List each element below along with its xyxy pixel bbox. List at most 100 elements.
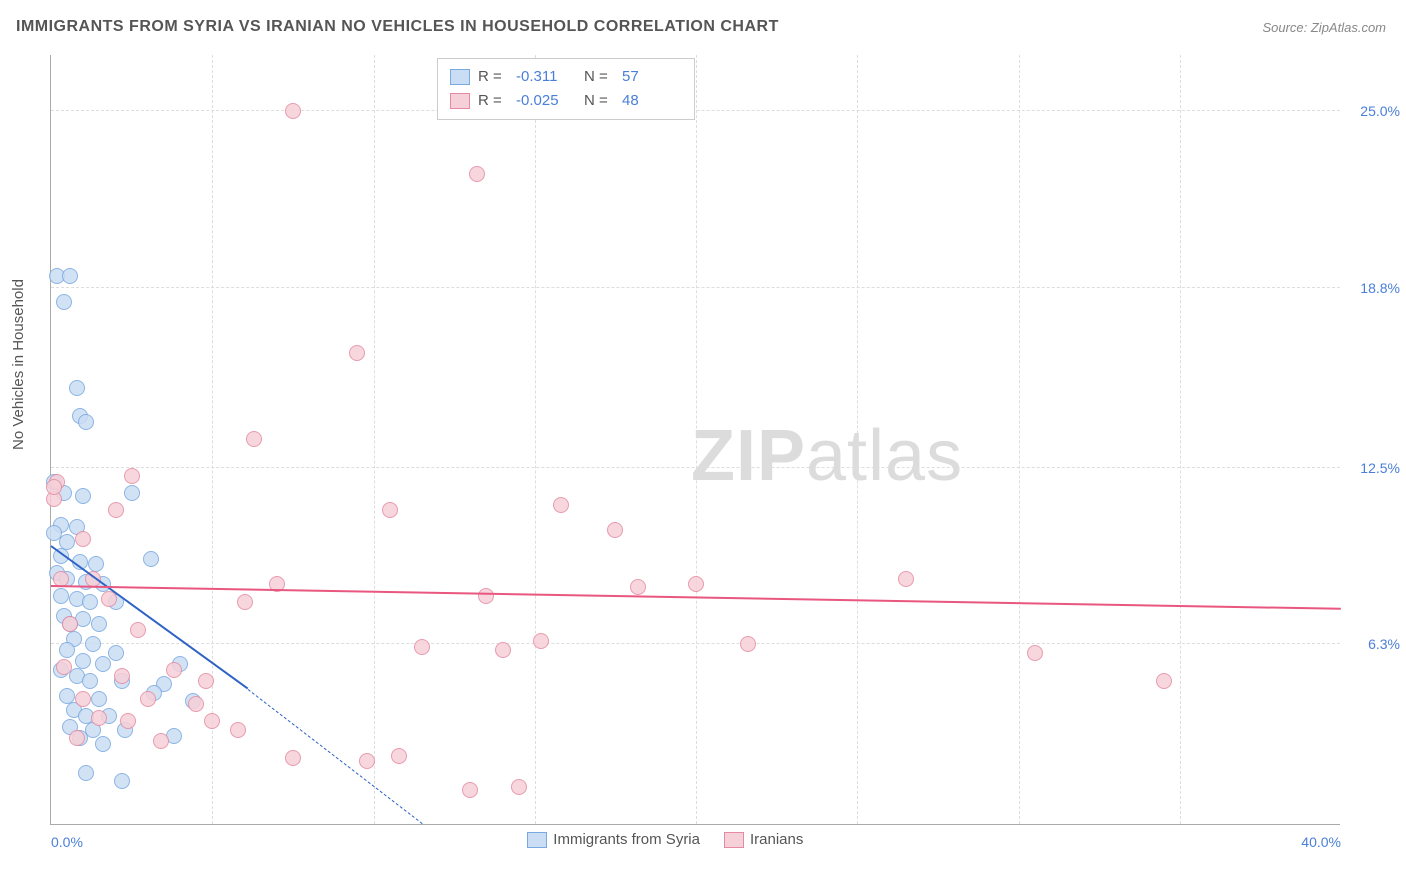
data-point	[69, 730, 85, 746]
ytick-label: 12.5%	[1345, 460, 1400, 476]
data-point	[78, 414, 94, 430]
gridline-v	[374, 55, 375, 824]
data-point	[469, 166, 485, 182]
r-value: -0.025	[516, 89, 576, 113]
legend-swatch	[450, 69, 470, 85]
gridline-v	[1019, 55, 1020, 824]
data-point	[414, 639, 430, 655]
data-point	[495, 642, 511, 658]
data-point	[69, 380, 85, 396]
gridline-v	[696, 55, 697, 824]
n-value: 57	[622, 65, 682, 89]
data-point	[56, 294, 72, 310]
watermark-atlas: atlas	[806, 416, 963, 496]
legend-label: Immigrants from Syria	[553, 831, 700, 848]
data-point	[478, 588, 494, 604]
data-point	[630, 579, 646, 595]
data-point	[62, 616, 78, 632]
data-point	[140, 691, 156, 707]
n-label: N =	[584, 65, 614, 89]
chart-title: IMMIGRANTS FROM SYRIA VS IRANIAN NO VEHI…	[16, 18, 779, 36]
data-point	[114, 773, 130, 789]
data-point	[382, 502, 398, 518]
data-point	[91, 616, 107, 632]
gridline-v	[535, 55, 536, 824]
data-point	[188, 696, 204, 712]
data-point	[533, 633, 549, 649]
legend-swatch	[724, 832, 744, 848]
watermark: ZIPatlas	[691, 415, 963, 497]
data-point	[391, 748, 407, 764]
r-label: R =	[478, 89, 508, 113]
legend-stat-row: R = -0.025 N = 48	[450, 89, 682, 113]
data-point	[130, 622, 146, 638]
watermark-zip: ZIP	[691, 416, 806, 496]
data-point	[349, 345, 365, 361]
data-point	[75, 531, 91, 547]
data-point	[78, 765, 94, 781]
data-point	[124, 485, 140, 501]
data-point	[56, 659, 72, 675]
data-point	[75, 488, 91, 504]
data-point	[153, 733, 169, 749]
data-point	[511, 779, 527, 795]
data-point	[1156, 673, 1172, 689]
legend-swatch	[450, 93, 470, 109]
legend-swatch	[527, 832, 547, 848]
data-point	[553, 497, 569, 513]
data-point	[230, 722, 246, 738]
data-point	[75, 691, 91, 707]
y-axis-label: No Vehicles in Household	[10, 279, 27, 450]
data-point	[46, 479, 62, 495]
legend-label: Iranians	[750, 831, 803, 848]
legend-item: Iranians	[724, 831, 803, 848]
data-point	[59, 642, 75, 658]
stats-legend: R = -0.311 N = 57 R = -0.025 N = 48	[437, 58, 695, 120]
data-point	[237, 594, 253, 610]
r-value: -0.311	[516, 65, 576, 89]
xtick-label: 40.0%	[1301, 834, 1341, 850]
data-point	[204, 713, 220, 729]
data-point	[95, 736, 111, 752]
data-point	[95, 656, 111, 672]
ytick-label: 18.8%	[1345, 280, 1400, 296]
plot-area: ZIPatlas 6.3%12.5%18.8%25.0%0.0%40.0%	[50, 55, 1340, 825]
gridline-v	[212, 55, 213, 824]
data-point	[607, 522, 623, 538]
series-legend: Immigrants from Syria Iranians	[527, 831, 803, 848]
data-point	[898, 571, 914, 587]
data-point	[166, 662, 182, 678]
ytick-label: 25.0%	[1345, 103, 1400, 119]
r-label: R =	[478, 65, 508, 89]
data-point	[688, 576, 704, 592]
data-point	[285, 103, 301, 119]
data-point	[143, 551, 159, 567]
data-point	[1027, 645, 1043, 661]
legend-stat-row: R = -0.311 N = 57	[450, 65, 682, 89]
xtick-label: 0.0%	[51, 834, 83, 850]
data-point	[359, 753, 375, 769]
gridline-v	[857, 55, 858, 824]
n-value: 48	[622, 89, 682, 113]
data-point	[108, 502, 124, 518]
legend-item: Immigrants from Syria	[527, 831, 700, 848]
source-label: Source: ZipAtlas.com	[1262, 20, 1386, 35]
ytick-label: 6.3%	[1345, 636, 1400, 652]
data-point	[462, 782, 478, 798]
data-point	[124, 468, 140, 484]
data-point	[91, 710, 107, 726]
data-point	[120, 713, 136, 729]
data-point	[85, 636, 101, 652]
data-point	[82, 673, 98, 689]
data-point	[740, 636, 756, 652]
n-label: N =	[584, 89, 614, 113]
data-point	[82, 594, 98, 610]
data-point	[285, 750, 301, 766]
gridline-v	[1180, 55, 1181, 824]
data-point	[91, 691, 107, 707]
data-point	[53, 588, 69, 604]
data-point	[114, 668, 130, 684]
data-point	[198, 673, 214, 689]
data-point	[108, 645, 124, 661]
data-point	[246, 431, 262, 447]
